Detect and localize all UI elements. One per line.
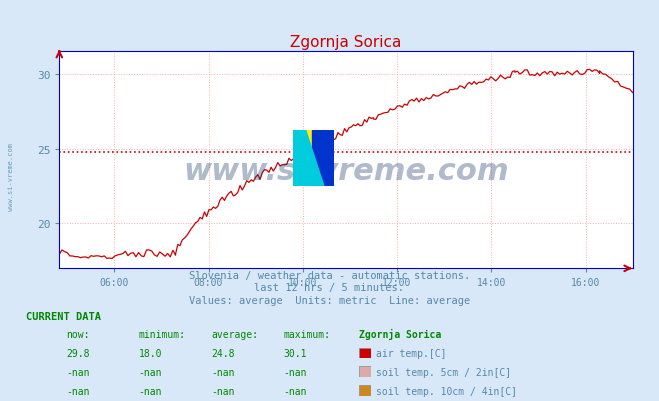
Text: CURRENT DATA: CURRENT DATA xyxy=(26,311,101,321)
Text: -nan: -nan xyxy=(211,386,235,396)
Text: 24.8: 24.8 xyxy=(211,348,235,358)
Title: Zgornja Sorica: Zgornja Sorica xyxy=(290,34,402,50)
Text: Slovenia / weather data - automatic stations.: Slovenia / weather data - automatic stat… xyxy=(189,271,470,281)
Polygon shape xyxy=(312,130,334,186)
Text: -nan: -nan xyxy=(283,386,307,396)
Text: www.si-vreme.com: www.si-vreme.com xyxy=(183,157,509,186)
Text: now:: now: xyxy=(66,330,90,340)
Text: soil temp. 5cm / 2in[C]: soil temp. 5cm / 2in[C] xyxy=(376,367,511,377)
Text: Values: average  Units: metric  Line: average: Values: average Units: metric Line: aver… xyxy=(189,295,470,305)
Text: 18.0: 18.0 xyxy=(138,348,162,358)
Text: -nan: -nan xyxy=(66,386,90,396)
Text: average:: average: xyxy=(211,330,258,340)
Text: -nan: -nan xyxy=(138,367,162,377)
Text: Zgornja Sorica: Zgornja Sorica xyxy=(359,329,442,340)
Text: -nan: -nan xyxy=(138,386,162,396)
Text: www.si-vreme.com: www.si-vreme.com xyxy=(8,142,14,211)
Text: -nan: -nan xyxy=(66,367,90,377)
Text: -nan: -nan xyxy=(211,367,235,377)
Text: maximum:: maximum: xyxy=(283,330,330,340)
Text: last 12 hrs / 5 minutes.: last 12 hrs / 5 minutes. xyxy=(254,283,405,293)
Text: 30.1: 30.1 xyxy=(283,348,307,358)
Text: minimum:: minimum: xyxy=(138,330,185,340)
Text: 29.8: 29.8 xyxy=(66,348,90,358)
Text: -nan: -nan xyxy=(283,367,307,377)
Polygon shape xyxy=(293,130,324,186)
Text: soil temp. 10cm / 4in[C]: soil temp. 10cm / 4in[C] xyxy=(376,386,517,396)
Text: air temp.[C]: air temp.[C] xyxy=(376,348,447,358)
